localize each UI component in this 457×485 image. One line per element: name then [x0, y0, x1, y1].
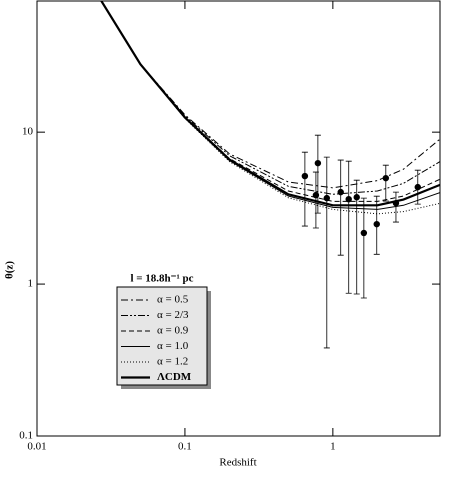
- x-axis-label: Redshift: [219, 457, 256, 469]
- y-tick-label: 0.1: [19, 430, 33, 442]
- curve: [100, 1, 440, 189]
- legend-box: [116, 286, 208, 386]
- error-bar: [392, 191, 399, 223]
- legend-title: l = 18.8h⁻¹ pc: [130, 273, 193, 285]
- error-bar: [301, 151, 308, 227]
- error-bar: [314, 134, 321, 214]
- y-axis-label: θ(z): [4, 261, 16, 279]
- legend-label: α = 1.2: [157, 356, 188, 368]
- data-point: [373, 220, 380, 228]
- legend-label: α = 0.5: [157, 294, 189, 306]
- x-tick-label: 1: [330, 441, 336, 453]
- curve: [100, 1, 440, 215]
- curve: [100, 1, 440, 207]
- data-point: [323, 194, 330, 202]
- legend-label: α = 0.9: [157, 325, 189, 337]
- error-bar: [360, 197, 367, 299]
- curve: [100, 1, 440, 195]
- curve: [100, 1, 440, 202]
- data-point: [353, 194, 360, 201]
- plot-frame: [36, 0, 441, 437]
- error-bar: [337, 159, 344, 256]
- x-tick-label: 0.01: [27, 441, 46, 453]
- error-bar: [382, 164, 389, 202]
- y-tick-label: 1: [28, 278, 34, 290]
- legend-label: α = 2/3: [157, 309, 189, 321]
- data-point: [337, 188, 344, 196]
- data-point: [392, 199, 400, 207]
- legend-label: α = 1.0: [157, 340, 189, 352]
- curve: [100, 1, 440, 210]
- data-point: [301, 172, 309, 180]
- x-tick-label: 0.1: [178, 441, 192, 453]
- y-tick-label: 10: [22, 126, 34, 138]
- plot-area: [100, 1, 440, 349]
- data-point: [382, 174, 390, 182]
- data-point: [360, 229, 368, 237]
- legend-label: ΛCDM: [157, 371, 192, 383]
- error-bar: [323, 156, 330, 349]
- data-point: [414, 183, 421, 191]
- data-point: [314, 159, 322, 167]
- error-bar: [345, 160, 352, 294]
- data-point: [345, 195, 352, 203]
